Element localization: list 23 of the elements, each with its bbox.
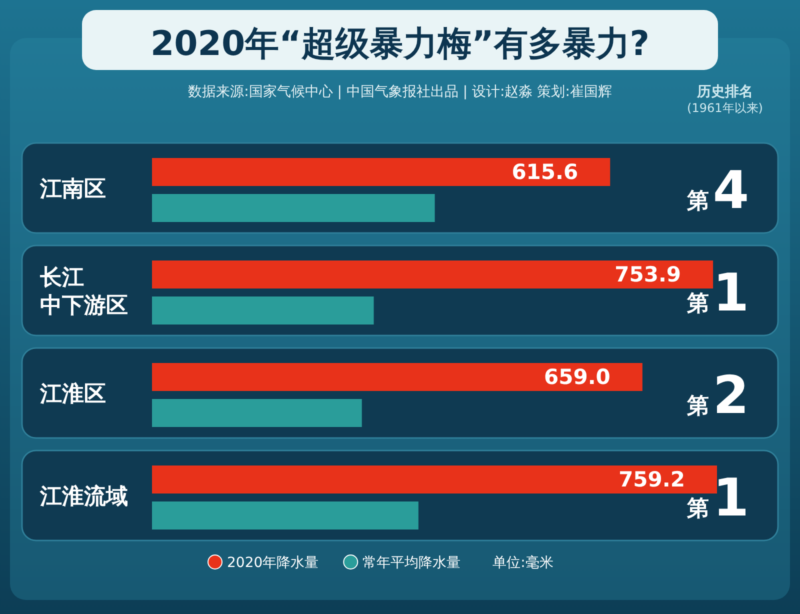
bar <box>152 466 717 494</box>
data-label: 659.0 <box>544 365 610 389</box>
y-tick-label: 江淮区 <box>39 382 106 407</box>
bar <box>152 296 374 324</box>
legend-label: 常年平均降水量 <box>362 555 461 571</box>
data-label: 753.9 <box>614 262 682 286</box>
data-label: 615.6 <box>512 160 578 184</box>
bar <box>152 399 362 427</box>
chart-title: 2020年“超级暴力梅”有多暴力? <box>150 24 650 64</box>
bar <box>152 158 610 186</box>
y-tick-label: 长江中下游区 <box>39 266 128 318</box>
text: 单位:毫米 <box>492 555 554 571</box>
bar <box>152 260 714 288</box>
chart-subtitle: 数据来源:国家气候中心 | 中国气象报社出品 | 设计:赵淼 策划:崔国辉 <box>188 84 612 100</box>
bar <box>152 194 435 222</box>
y-tick-label: 江淮流域 <box>39 484 128 510</box>
bar <box>152 502 418 530</box>
y-tick-label: 江南区 <box>39 177 106 202</box>
text: 历史排名 <box>696 84 753 100</box>
data-label: 759.2 <box>618 468 685 492</box>
legend-label: 2020年降水量 <box>227 555 319 571</box>
text: (1961年以来) <box>687 101 763 115</box>
bar <box>152 363 642 391</box>
